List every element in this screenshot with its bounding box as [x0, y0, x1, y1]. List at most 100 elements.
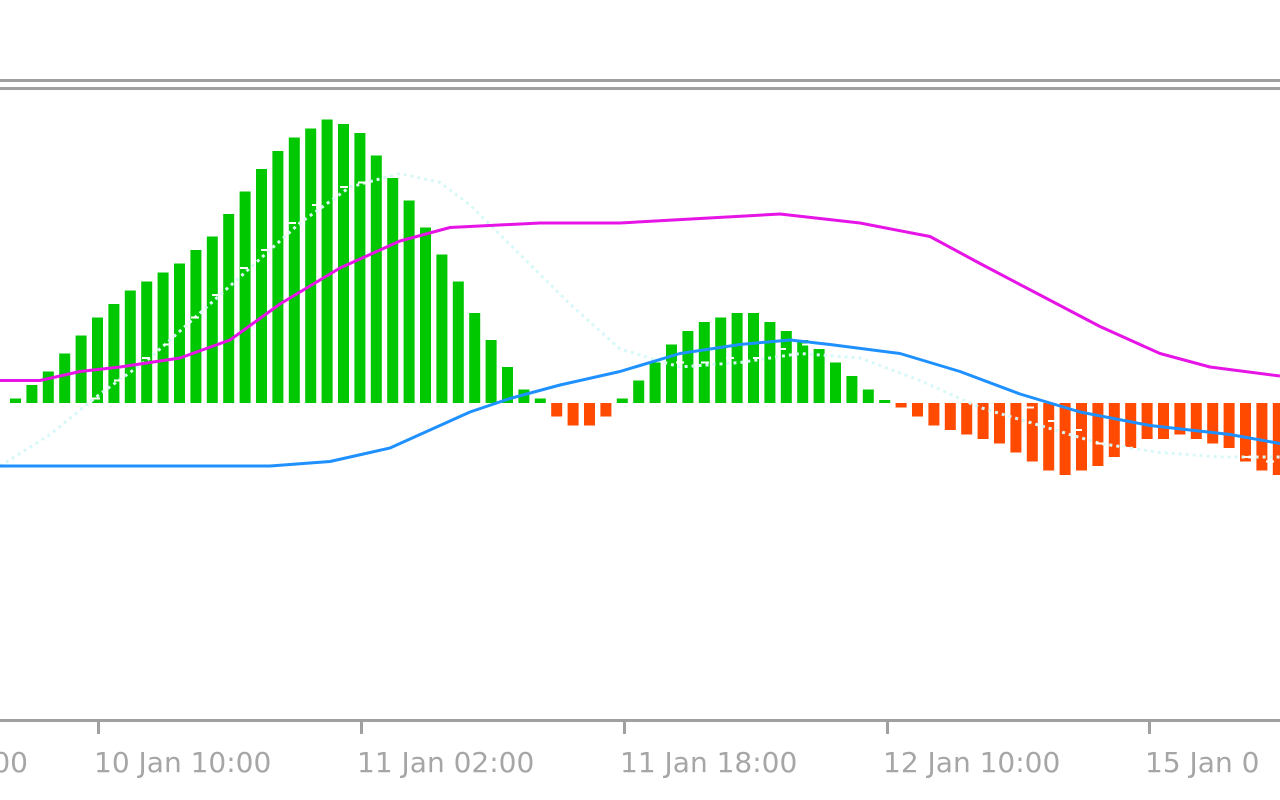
histogram-bar — [108, 304, 120, 403]
histogram-bar — [600, 403, 612, 417]
histogram-bar — [1026, 403, 1038, 462]
histogram-bar — [551, 403, 563, 417]
histogram-bar — [354, 133, 366, 403]
histogram-bar — [715, 317, 727, 403]
histogram-bar — [1108, 403, 1120, 457]
histogram-bar — [944, 403, 956, 430]
histogram-bar — [1043, 403, 1055, 471]
histogram-bar — [912, 403, 923, 417]
histogram-bar — [616, 398, 628, 403]
white-mark — [778, 348, 786, 350]
cyan-dotted-series — [0, 172, 1280, 468]
histogram-bar — [305, 128, 317, 403]
histogram-bar — [1207, 403, 1219, 444]
histogram-bar — [190, 250, 202, 403]
x-tick-label: 15 Jan 0 — [1145, 746, 1259, 779]
white-mark — [802, 343, 810, 346]
white-mark — [726, 357, 734, 359]
histogram-bar — [1059, 403, 1071, 475]
histogram-bar — [75, 335, 87, 403]
histogram-bar — [1240, 403, 1251, 462]
white-mark — [701, 361, 709, 364]
x-tick-label: 11 Jan 18:00 — [620, 746, 797, 779]
white-mark — [358, 181, 366, 184]
cyan-dotted-line — [0, 172, 1280, 468]
histogram-bar — [223, 214, 235, 403]
histogram-bar — [387, 178, 399, 403]
histogram-bar — [59, 353, 71, 403]
histogram-bar — [682, 331, 694, 403]
histogram-bar — [1076, 403, 1087, 471]
histogram-bar — [1223, 403, 1235, 448]
histogram-bar — [862, 389, 874, 403]
histogram-bar — [174, 263, 185, 403]
histogram-bar — [994, 403, 1005, 444]
white-mark — [288, 222, 296, 224]
histogram-bar — [977, 403, 989, 439]
histogram-bar — [485, 340, 497, 403]
white-mark — [1266, 460, 1274, 463]
histogram-bar — [1141, 403, 1153, 439]
histogram-bars — [10, 119, 1280, 475]
white-mark — [261, 249, 269, 251]
white-mark — [92, 397, 100, 400]
histogram-bar — [1256, 403, 1268, 471]
signal-lines — [0, 212, 1280, 468]
white-mark — [340, 186, 348, 188]
histogram-bar — [26, 385, 38, 403]
white-mark — [1244, 456, 1252, 458]
white-mark — [1026, 406, 1034, 409]
white-mark — [142, 357, 150, 359]
x-tick-label: 12 Jan 10:00 — [883, 746, 1060, 779]
white-marks — [92, 181, 1274, 463]
histogram-bar — [846, 376, 858, 403]
histogram-bar — [420, 227, 431, 403]
histogram-bar — [1158, 403, 1169, 439]
histogram-bar — [666, 344, 677, 403]
histogram-bar — [764, 322, 776, 403]
histogram-bar — [452, 281, 464, 403]
histogram-bar — [469, 313, 481, 403]
white-mark — [191, 316, 199, 319]
histogram-bar — [633, 380, 645, 403]
histogram-bar — [1190, 403, 1202, 439]
histogram-bar — [10, 398, 21, 403]
histogram-bar — [239, 191, 251, 403]
histogram-bar — [797, 340, 809, 403]
magenta-line — [0, 212, 1280, 382]
x-tick-label: 00 — [0, 746, 28, 779]
histogram-bar — [928, 403, 940, 426]
white-mark — [114, 379, 122, 382]
histogram-bar — [584, 403, 595, 426]
histogram-bar — [1272, 403, 1280, 475]
histogram-bar — [1092, 403, 1104, 466]
histogram-bar — [436, 254, 448, 403]
histogram-bar — [288, 137, 300, 403]
histogram-bar — [272, 151, 284, 403]
histogram-bar — [124, 290, 136, 403]
histogram-bar — [895, 403, 907, 408]
white-mark — [1096, 442, 1104, 445]
histogram-bar — [1125, 403, 1137, 448]
white-mark — [676, 361, 684, 364]
histogram-bar — [321, 119, 333, 403]
histogram-bar — [1174, 403, 1186, 435]
histogram-bar — [403, 200, 415, 403]
histogram-bar — [157, 272, 169, 403]
histogram-bar — [92, 317, 103, 403]
white-mark — [164, 343, 172, 346]
histogram-bar — [256, 169, 267, 403]
histogram-bar — [961, 403, 973, 435]
histogram-bar — [813, 349, 825, 403]
histogram-bar — [502, 367, 513, 403]
histogram-bar — [649, 362, 661, 403]
white-mark — [753, 357, 761, 359]
white-mark — [240, 267, 248, 269]
blue-line — [0, 338, 1280, 468]
histogram-bar — [830, 362, 841, 403]
white-mark — [212, 294, 220, 296]
histogram-bar — [42, 371, 54, 403]
histogram-bar — [879, 400, 891, 403]
